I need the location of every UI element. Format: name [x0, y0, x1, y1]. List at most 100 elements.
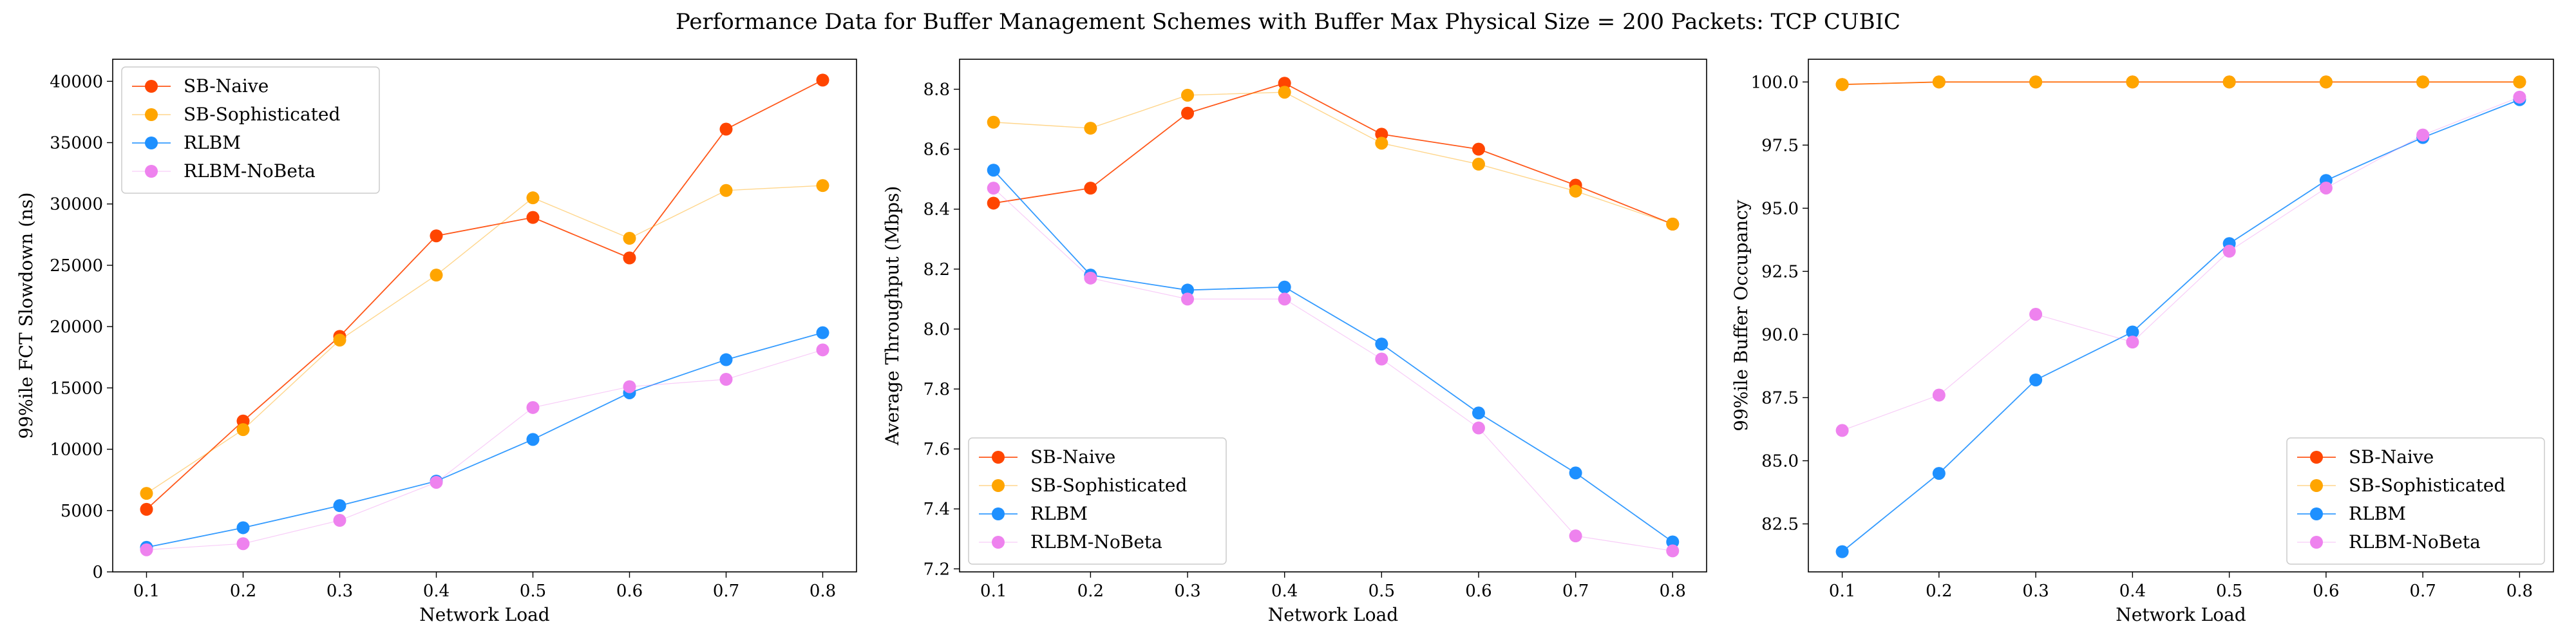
x-tick-label: 0.7: [1562, 582, 1589, 601]
data-point: [140, 487, 153, 500]
legend-marker: [145, 108, 158, 121]
data-point: [1375, 337, 1388, 351]
series-sb-sophisticated: [140, 179, 829, 500]
legend-marker: [145, 165, 158, 178]
series-line: [1842, 99, 2520, 553]
series-rlbm: [140, 326, 829, 554]
series-line: [1842, 97, 2520, 431]
series-rlbm: [1835, 93, 2526, 558]
data-point: [1932, 467, 1946, 480]
data-point: [236, 521, 250, 535]
data-point: [623, 232, 636, 245]
series-rlbm-nobeta: [987, 182, 1680, 558]
legend-marker: [992, 536, 1005, 549]
y-tick-label: 5000: [61, 502, 103, 521]
data-point: [1472, 406, 1485, 420]
legend: SB-Naive SB-Sophisticated RLBM RLBM-NoBeta: [121, 66, 380, 194]
legend-marker: [2310, 536, 2323, 549]
data-point: [719, 184, 733, 197]
x-axis-label: Network Load: [419, 604, 550, 625]
x-tick-label: 0.3: [2022, 582, 2049, 601]
data-point: [1932, 75, 1946, 89]
data-point: [719, 373, 733, 386]
y-tick-label: 8.0: [923, 320, 950, 339]
series-line: [993, 82, 1673, 225]
data-point: [2126, 75, 2139, 89]
x-tick-label: 0.6: [1465, 582, 1492, 601]
chart-2: 0.1 0.2 0.3 0.4 0.5 0.6 0.7 0.8 7.2 7.4 7.6 7.8 8.0 8…: [882, 59, 1707, 625]
x-tick-label: 0.7: [713, 582, 739, 601]
y-tick-label: 15000: [50, 379, 103, 398]
y-tick-label: 7.4: [923, 500, 950, 519]
legend-label: RLBM: [1030, 503, 1088, 524]
data-point: [1278, 280, 1291, 294]
series-line: [146, 332, 823, 548]
data-point: [1084, 271, 1097, 285]
data-point: [1181, 106, 1195, 120]
series-sb-naive: [140, 73, 829, 516]
legend-marker: [992, 507, 1005, 520]
x-tick-label: 0.4: [1271, 582, 1298, 601]
y-tick-label: 92.5: [1761, 262, 1799, 281]
series-rlbm: [987, 164, 1680, 549]
data-point: [333, 334, 346, 347]
data-point: [816, 179, 829, 193]
data-point: [236, 423, 250, 437]
legend-label: RLBM-NoBeta: [2349, 531, 2481, 553]
legend-label: RLBM-NoBeta: [184, 160, 316, 182]
legend-marker: [2310, 479, 2323, 492]
x-tick-label: 0.8: [810, 582, 836, 601]
y-tick-label: 7.6: [923, 440, 950, 459]
legend: SB-Naive SB-Sophisticated RLBM RLBM-NoBeta: [968, 437, 1227, 565]
data-point: [430, 269, 443, 282]
data-point: [1278, 292, 1291, 306]
data-point: [987, 182, 1000, 195]
series-rlbm-nobeta: [140, 343, 829, 556]
x-tick-label: 0.2: [230, 582, 256, 601]
data-point: [1084, 122, 1097, 135]
data-point: [1569, 184, 1582, 198]
data-point: [1375, 352, 1388, 366]
legend-label: SB-Sophisticated: [184, 104, 340, 125]
data-point: [1278, 77, 1291, 90]
data-point: [1181, 88, 1195, 102]
x-tick-label: 0.8: [1660, 582, 1686, 601]
series-sb-sophisticated: [987, 86, 1680, 231]
data-point: [1375, 128, 1388, 141]
data-point: [2513, 90, 2526, 104]
y-tick-label: 8.2: [923, 260, 950, 279]
data-point: [2319, 75, 2333, 89]
data-point: [526, 191, 540, 205]
axes-frame: [1808, 59, 2554, 573]
legend-label: RLBM: [2349, 503, 2406, 524]
data-point: [987, 164, 1000, 177]
legend-label: RLBM: [184, 132, 241, 153]
data-point: [2029, 373, 2043, 386]
legend-label: SB-Naive: [1030, 446, 1115, 468]
y-axis-label: Average Throughput (Mbps): [882, 186, 903, 446]
x-tick-label: 0.1: [1829, 582, 1855, 601]
series-line: [146, 349, 823, 551]
series-line: [993, 91, 1673, 225]
legend-box: [2286, 437, 2545, 565]
x-tick-label: 0.4: [423, 582, 450, 601]
data-point: [140, 502, 153, 516]
y-tick-label: 90.0: [1761, 325, 1799, 345]
legend-box: [968, 437, 1227, 565]
data-point: [1666, 535, 1680, 549]
data-point: [816, 73, 829, 87]
data-point: [1835, 78, 1849, 91]
series-sb-naive: [987, 77, 1680, 231]
data-point: [1181, 283, 1195, 297]
y-axis-label: 99%ile FCT Slowdown (ns): [15, 193, 37, 439]
legend-marker: [2310, 507, 2323, 520]
x-tick-label: 0.6: [2313, 582, 2339, 601]
legend-label: SB-Naive: [184, 75, 269, 97]
data-point: [1472, 421, 1485, 435]
series-line: [1842, 81, 2520, 86]
data-point: [140, 543, 153, 556]
data-point: [987, 196, 1000, 210]
data-point: [1181, 292, 1195, 306]
y-tick-label: 25000: [50, 256, 103, 276]
